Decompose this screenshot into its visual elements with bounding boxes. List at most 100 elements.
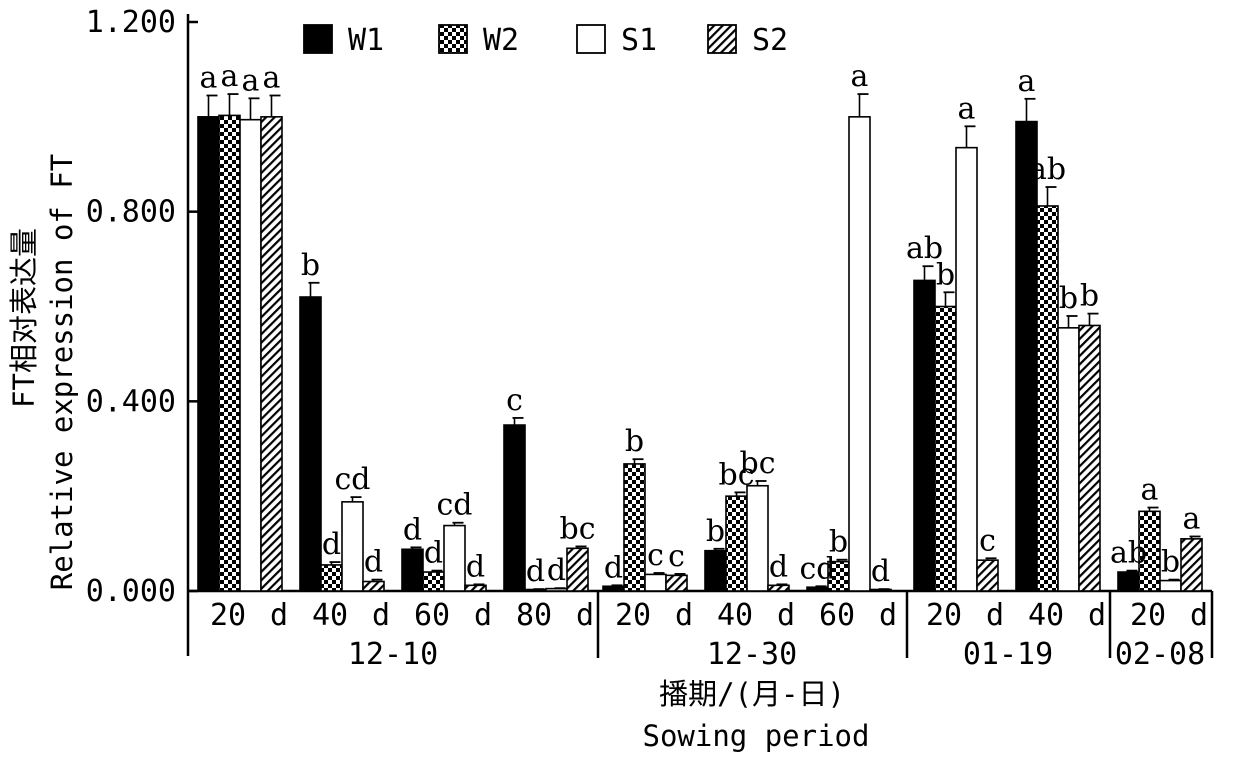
significance-label: c <box>668 539 685 574</box>
bar-s2 <box>464 584 487 592</box>
bar-s1 <box>848 116 871 592</box>
significance-label: d <box>526 554 545 589</box>
y-axis-title-en: Relative expression of FT <box>45 154 79 591</box>
significance-label: a <box>200 60 218 95</box>
timepoint-unit: d <box>1190 598 1208 633</box>
timepoint-unit: d <box>879 598 897 633</box>
bar-w1 <box>806 586 829 592</box>
significance-label: d <box>403 512 422 547</box>
bar-w2 <box>422 571 445 592</box>
legend-label-s2: S2 <box>752 23 788 58</box>
significance-label: a <box>958 91 976 126</box>
y-axis-title-cn: FT相对表达量 <box>7 228 41 408</box>
significance-label: d <box>322 527 341 562</box>
bar-w2 <box>320 564 343 592</box>
bar-s2 <box>767 584 790 592</box>
timepoint-label: 80 <box>516 598 552 633</box>
bar-s2 <box>1180 538 1203 592</box>
bar-s1 <box>341 501 364 592</box>
timepoint-label: 20 <box>926 598 962 633</box>
x-axis-title-cn: 播期/(月-日) <box>659 677 845 711</box>
significance-label: d <box>547 553 566 588</box>
legend-label-w1: W1 <box>348 23 384 58</box>
significance-label: d <box>769 549 788 584</box>
timepoint-unit: d <box>986 598 1004 633</box>
significance-label: ab <box>1029 152 1066 187</box>
significance-label: b <box>706 514 725 549</box>
timepoint-label: 20 <box>210 598 246 633</box>
timepoint-label: 60 <box>819 598 855 633</box>
x-axis-title-en: Sowing period <box>643 719 870 753</box>
significance-label: c <box>647 538 664 573</box>
bar-w1 <box>1015 120 1038 592</box>
timepoint-unit: d <box>1088 598 1106 633</box>
significance-label: d <box>364 545 383 580</box>
y-tick-label: 0.800 <box>86 195 176 230</box>
period-label: 12-10 <box>348 637 438 672</box>
significance-label: b <box>829 525 848 560</box>
significance-label: b <box>1080 279 1099 314</box>
period-label: 12-30 <box>707 637 797 672</box>
bar-w2 <box>934 305 957 592</box>
legend-swatch-s1 <box>576 24 606 54</box>
legend-swatch-w2 <box>438 24 468 54</box>
significance-label: d <box>871 554 890 589</box>
timepoint-unit: d <box>675 598 693 633</box>
significance-label: ab <box>1110 536 1147 571</box>
bar-w1 <box>197 116 220 592</box>
bar-w1 <box>602 585 625 592</box>
timepoint-unit: d <box>474 598 492 633</box>
bar-s2 <box>976 559 999 592</box>
significance-label: bc <box>559 511 595 546</box>
bar-w1 <box>503 424 526 592</box>
significance-label: a <box>221 59 239 94</box>
period-label: 02-08 <box>1115 637 1205 672</box>
timepoint-label: 20 <box>615 598 651 633</box>
bar-s2 <box>362 580 385 592</box>
bar-s1 <box>1057 327 1080 592</box>
significance-label: b <box>1059 281 1078 316</box>
bar-w2 <box>623 463 646 592</box>
bar-s1 <box>443 524 466 592</box>
bar-w2 <box>725 495 748 592</box>
significance-label: b <box>936 257 955 292</box>
significance-label: a <box>242 63 260 98</box>
y-tick-label: 1.200 <box>86 5 176 40</box>
legend-label-w2: W2 <box>483 23 519 58</box>
significance-label: d <box>424 536 443 571</box>
significance-label: d <box>466 549 485 584</box>
bar-s1 <box>644 573 667 592</box>
bar-w2 <box>1036 205 1059 592</box>
significance-label: c <box>506 383 523 418</box>
y-tick-label: 0.400 <box>86 384 176 419</box>
significance-label: b <box>625 424 644 459</box>
y-tick-label: 0.000 <box>86 574 176 609</box>
significance-label: d <box>604 550 623 585</box>
period-label: 01-19 <box>963 637 1053 672</box>
bar-w1 <box>913 279 936 592</box>
timepoint-unit: d <box>777 598 795 633</box>
timepoint-label: 40 <box>312 598 348 633</box>
timepoint-unit: d <box>372 598 390 633</box>
bar-s2 <box>1078 324 1101 592</box>
significance-label: cd <box>799 551 835 586</box>
bar-s1 <box>746 484 769 592</box>
significance-label: bc <box>718 457 754 492</box>
timepoint-label: 20 <box>1130 598 1166 633</box>
legend-label-s1: S1 <box>621 23 657 58</box>
timepoint-unit: d <box>270 598 288 633</box>
chart-bars <box>197 93 1203 592</box>
timepoint-label: 40 <box>717 598 753 633</box>
bar-s2 <box>566 547 589 592</box>
bar-w2 <box>218 114 241 592</box>
significance-label: cd <box>334 462 370 497</box>
significance-label: a <box>851 59 869 94</box>
significance-label: ab <box>906 231 943 266</box>
significance-label: c <box>979 523 996 558</box>
chart-legend: W1 W2 S1 S2 <box>303 23 788 58</box>
bar-w1 <box>704 549 727 592</box>
significance-label: b <box>1161 545 1180 580</box>
